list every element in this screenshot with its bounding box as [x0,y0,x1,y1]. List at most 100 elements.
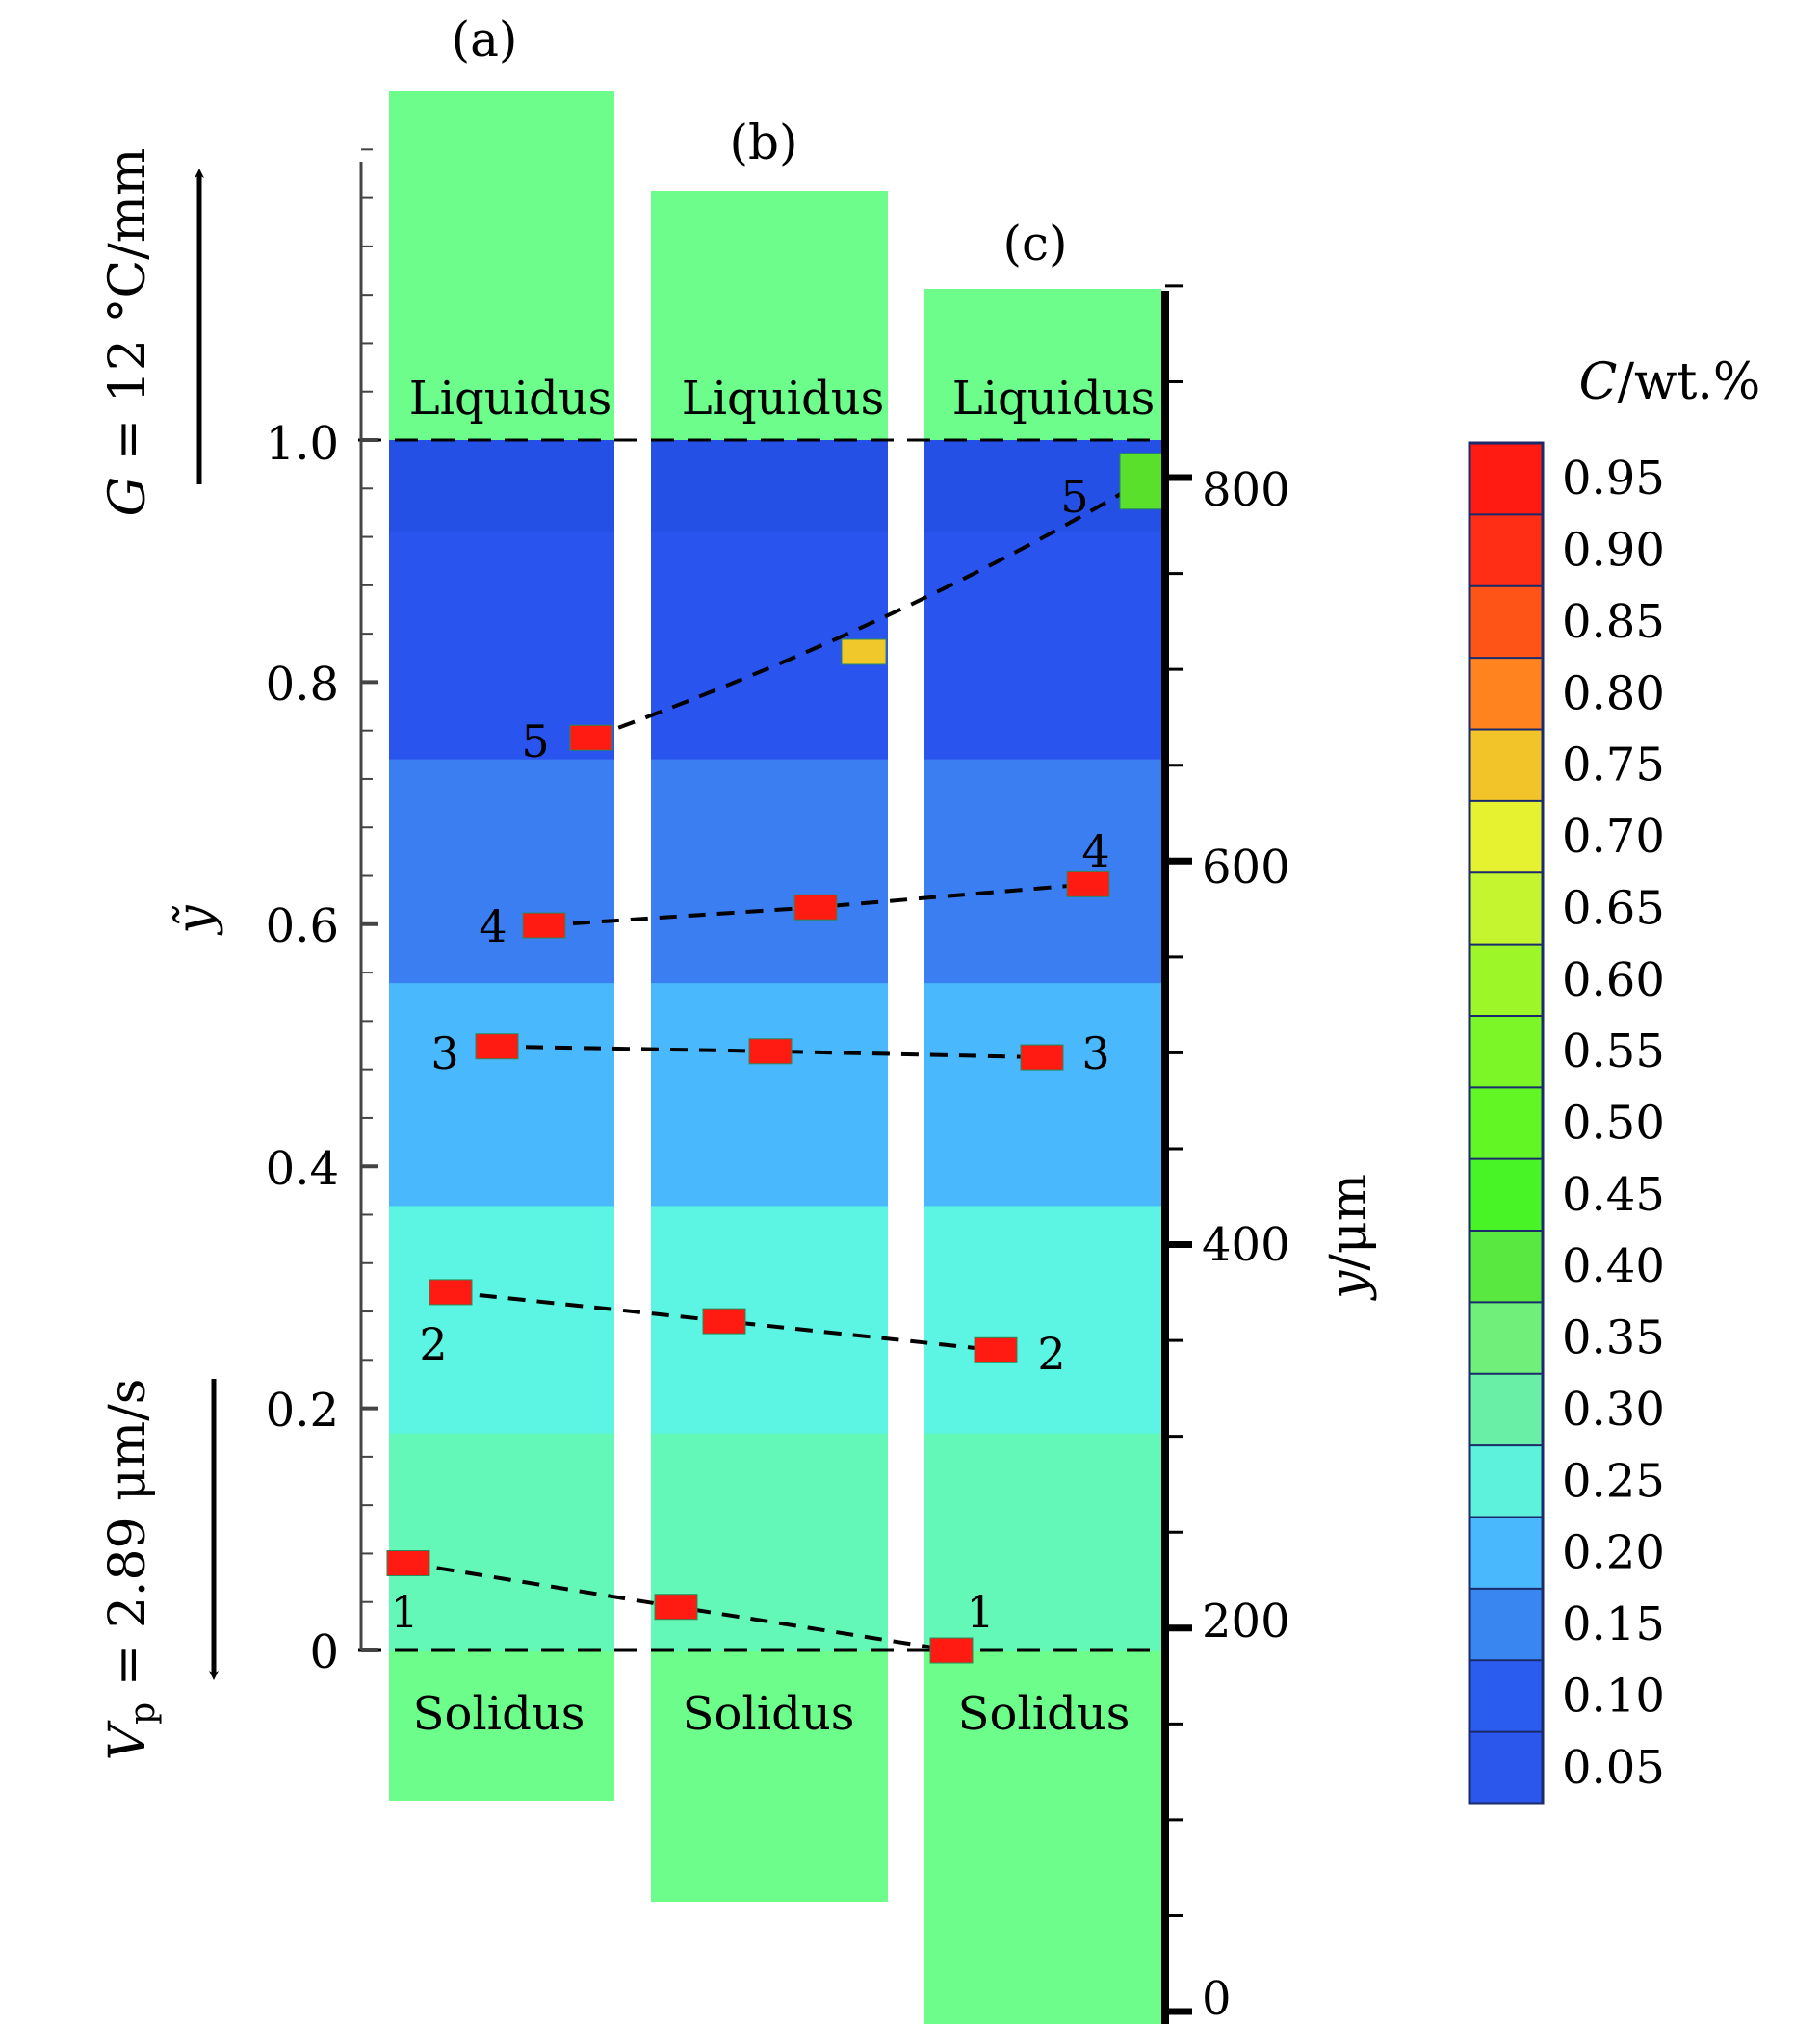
right-axis-ticks [1165,284,1192,2015]
colorbar-label: 0.15 [1562,1597,1665,1651]
colorbar-label: 0.35 [1562,1311,1665,1365]
particle-3-b [748,1038,793,1065]
particle-label-5-c: 5 [1060,471,1088,523]
band-a-4 [389,531,614,760]
left-tick-0.4: 0.4 [266,1142,339,1196]
colorbar-label: 0.10 [1562,1669,1665,1723]
particle-label-5-a: 5 [521,715,549,767]
band-c-4 [924,531,1161,760]
particle-2-a [429,1279,473,1306]
left-tick-0.8: 0.8 [266,658,339,712]
left-tick-0.6: 0.6 [266,899,339,953]
gradient-text: = 12 °C/mm [99,148,157,477]
panel-a-bands [389,440,614,1651]
particle-label-1-a: 1 [390,1586,418,1638]
colorbar-swatch [1469,1731,1543,1804]
velocity-var: V [99,1720,157,1760]
particle-4-b [793,894,838,921]
particle-label-3-c: 3 [1081,1027,1109,1079]
solidus-label-c: Solidus [958,1687,1131,1741]
particle-3-a [475,1033,519,1060]
particle-label-4-a: 4 [479,900,507,952]
band-b-3 [651,758,888,984]
right-tick-200: 200 [1202,1595,1290,1648]
panel-c-bands [924,440,1161,1651]
colorbar-swatch [1469,800,1543,873]
panel-c [924,289,1161,2024]
band-c-2 [924,982,1161,1207]
panel-label-c: (c) [1002,216,1067,272]
particle-2-c [974,1336,1018,1363]
colorbar-frame [1468,441,1545,1805]
colorbar: C/wt.% 0.950.900.850.800.750.700.650.600… [1468,353,1761,1805]
colorbar-swatch [1469,1302,1543,1375]
right-axis: 0 200 400 600 800 y/μm [1161,284,1378,2024]
colorbar-title-unit: /wt.% [1617,353,1760,411]
colorbar-title: C/wt.% [1579,353,1761,411]
left-axis-label: ỹ [167,905,224,936]
gradient-label: G = 12 °C/mm [99,148,157,517]
colorbar-label: 0.05 [1562,1741,1665,1795]
velocity-label: Vp = 2.89 μm/s [99,1379,163,1761]
colorbar-label: 0.60 [1562,953,1665,1007]
particle-layer: 1 1 2 2 3 3 4 4 5 5 [386,453,1165,1664]
colorbar-label: 0.40 [1562,1239,1665,1293]
colorbar-label: 0.50 [1562,1097,1665,1151]
left-axis-ticks [361,148,378,1652]
velocity-sub: p [123,1702,163,1725]
colorbar-label: 0.70 [1562,810,1665,864]
colorbar-label: 0.75 [1562,739,1665,792]
colorbar-label: 0.90 [1562,524,1665,578]
colorbar-swatch [1469,1231,1543,1303]
right-axis-label-unit: /μm [1320,1174,1378,1271]
colorbar-label: 0.30 [1562,1383,1665,1437]
colorbar-swatch [1469,1660,1543,1733]
particle-1-c [929,1637,974,1664]
right-tick-0: 0 [1202,1972,1232,2024]
trajectory-5 [590,480,1144,740]
particle-label-2-c: 2 [1037,1328,1065,1380]
colorbar-label: 0.80 [1562,666,1665,720]
band-b-1 [651,1205,888,1434]
particle-5-a [569,724,613,751]
particle-1-a [386,1549,430,1576]
colorbar-swatch [1469,1158,1543,1232]
velocity-annotation: Vp = 2.89 μm/s [99,1379,219,1761]
colorbar-swatch [1469,944,1543,1017]
particle-3-c [1020,1044,1064,1071]
right-axis-label: y/μm [1320,1174,1378,1301]
right-tick-600: 600 [1202,841,1290,895]
band-b-5 [651,440,888,532]
panel-b-bands [651,440,888,1651]
left-tick-0: 0 [309,1625,339,1679]
band-a-0 [389,1432,614,1651]
band-a-5 [389,440,614,532]
colorbar-swatch [1469,443,1543,515]
band-a-3 [389,758,614,984]
left-tick-1.0: 1.0 [266,417,339,471]
particle-4-a [522,912,566,939]
right-axis-label-var: y [1320,1270,1378,1301]
band-a-1 [389,1205,614,1434]
colorbar-swatch [1469,1373,1543,1446]
colorbar-label: 0.45 [1562,1168,1665,1222]
liquidus-label-c: Liquidus [952,372,1156,426]
band-b-2 [651,982,888,1207]
particle-1-b [654,1594,698,1621]
colorbar-label: 0.25 [1562,1454,1665,1508]
gradient-var: G [99,477,157,517]
particle-5-b [841,638,887,665]
particle-5-c [1119,453,1165,510]
colorbar-label: 0.85 [1562,595,1665,649]
liquidus-label-a: Liquidus [409,372,612,426]
colorbar-label: 0.55 [1562,1025,1665,1078]
colorbar-swatch [1469,1015,1543,1088]
colorbar-swatch [1469,585,1543,659]
right-tick-400: 400 [1202,1218,1290,1272]
colorbar-label: 0.20 [1562,1526,1665,1580]
velocity-text: = 2.89 μm/s [99,1379,157,1702]
colorbar-labels: 0.95 0.90 0.85 0.80 0.75 0.70 0.65 0.60 0.55 0.50… [1562,452,1665,1795]
particle-label-4-c: 4 [1081,825,1109,877]
colorbar-swatch [1469,1517,1543,1590]
left-tick-0.2: 0.2 [266,1384,339,1438]
